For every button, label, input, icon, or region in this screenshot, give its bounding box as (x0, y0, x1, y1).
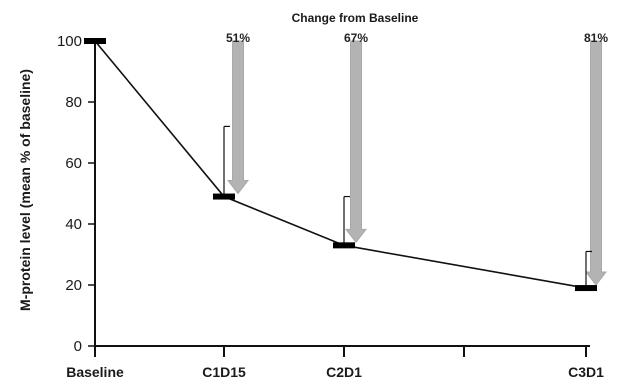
change-percent-label: 51% (226, 31, 250, 45)
data-marker (84, 38, 106, 44)
annotation-title: Change from Baseline (292, 11, 419, 25)
change-arrow (344, 40, 368, 244)
y-tick-label: 80 (65, 94, 82, 111)
y-tick-label: 40 (65, 216, 82, 233)
x-tick-label: C1D15 (202, 364, 246, 380)
axes (88, 40, 590, 357)
y-tick-label: 100 (57, 33, 82, 50)
error-bars (223, 125, 592, 289)
change-arrow (226, 40, 250, 195)
change-percent-label: 81% (584, 31, 608, 45)
data-marker (333, 242, 355, 249)
data-marker (213, 193, 235, 200)
y-axis-title: M-protein level (mean % of baseline) (17, 69, 33, 311)
series-path (94, 40, 587, 289)
x-tick-label: C2D1 (326, 364, 362, 380)
change-percent-label: 67% (344, 31, 368, 45)
tick-labels: 0 20 40 60 80 100 Baseline C1D15 C2D1 C3D1 (57, 33, 604, 380)
x-tick-label: Baseline (66, 364, 124, 380)
data-markers (84, 38, 597, 292)
change-arrow (584, 40, 608, 286)
y-tick-label: 20 (65, 277, 82, 294)
series-line (94, 40, 587, 289)
y-tick-label: 0 (74, 338, 82, 355)
y-tick-label: 60 (65, 155, 82, 172)
data-marker (575, 285, 597, 292)
change-arrows: 51% 67% 81% (226, 31, 608, 286)
x-tick-label: C3D1 (568, 364, 604, 380)
